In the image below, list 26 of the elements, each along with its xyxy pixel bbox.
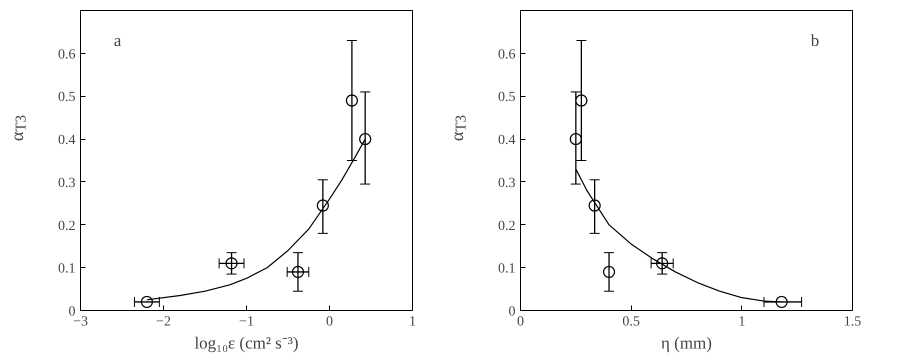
x-axis-title: η (mm) [661, 334, 712, 352]
annotation: a [114, 31, 122, 50]
y-tick-label: 0.2 [498, 218, 516, 234]
y-tick-label: 0.1 [498, 262, 516, 277]
y-tick-label: 0 [68, 304, 76, 320]
y-tick-label: 0.3 [58, 176, 76, 191]
x-axis-title: log₁₀ε (cm² s⁻³) [194, 334, 299, 352]
y-tick-label: 0.1 [58, 262, 76, 277]
y-tick-label: 0.5 [498, 90, 516, 106]
x-tick-label: 1 [409, 314, 416, 330]
y-tick-label: 0.5 [58, 90, 76, 106]
y-tick-label: 0.4 [498, 133, 516, 148]
x-tick-label: 1 [738, 314, 746, 330]
annotation: b [810, 31, 820, 50]
x-tick-label: 1.5 [844, 314, 862, 330]
x-tick-label: 0 [326, 314, 333, 330]
x-tick-label: 0.5 [622, 314, 640, 330]
y-tick-label: 0.4 [58, 133, 76, 148]
x-tick-label: −2 [156, 314, 171, 330]
y-tick-label: 0.6 [498, 47, 516, 62]
y-tick-label: 0.2 [58, 218, 76, 234]
y-tick-label: 0 [508, 304, 516, 320]
y-tick-label: 0.6 [58, 47, 76, 62]
x-tick-label: −1 [239, 314, 254, 330]
x-tick-label: −3 [73, 314, 88, 330]
y-tick-label: 0.3 [498, 176, 516, 191]
